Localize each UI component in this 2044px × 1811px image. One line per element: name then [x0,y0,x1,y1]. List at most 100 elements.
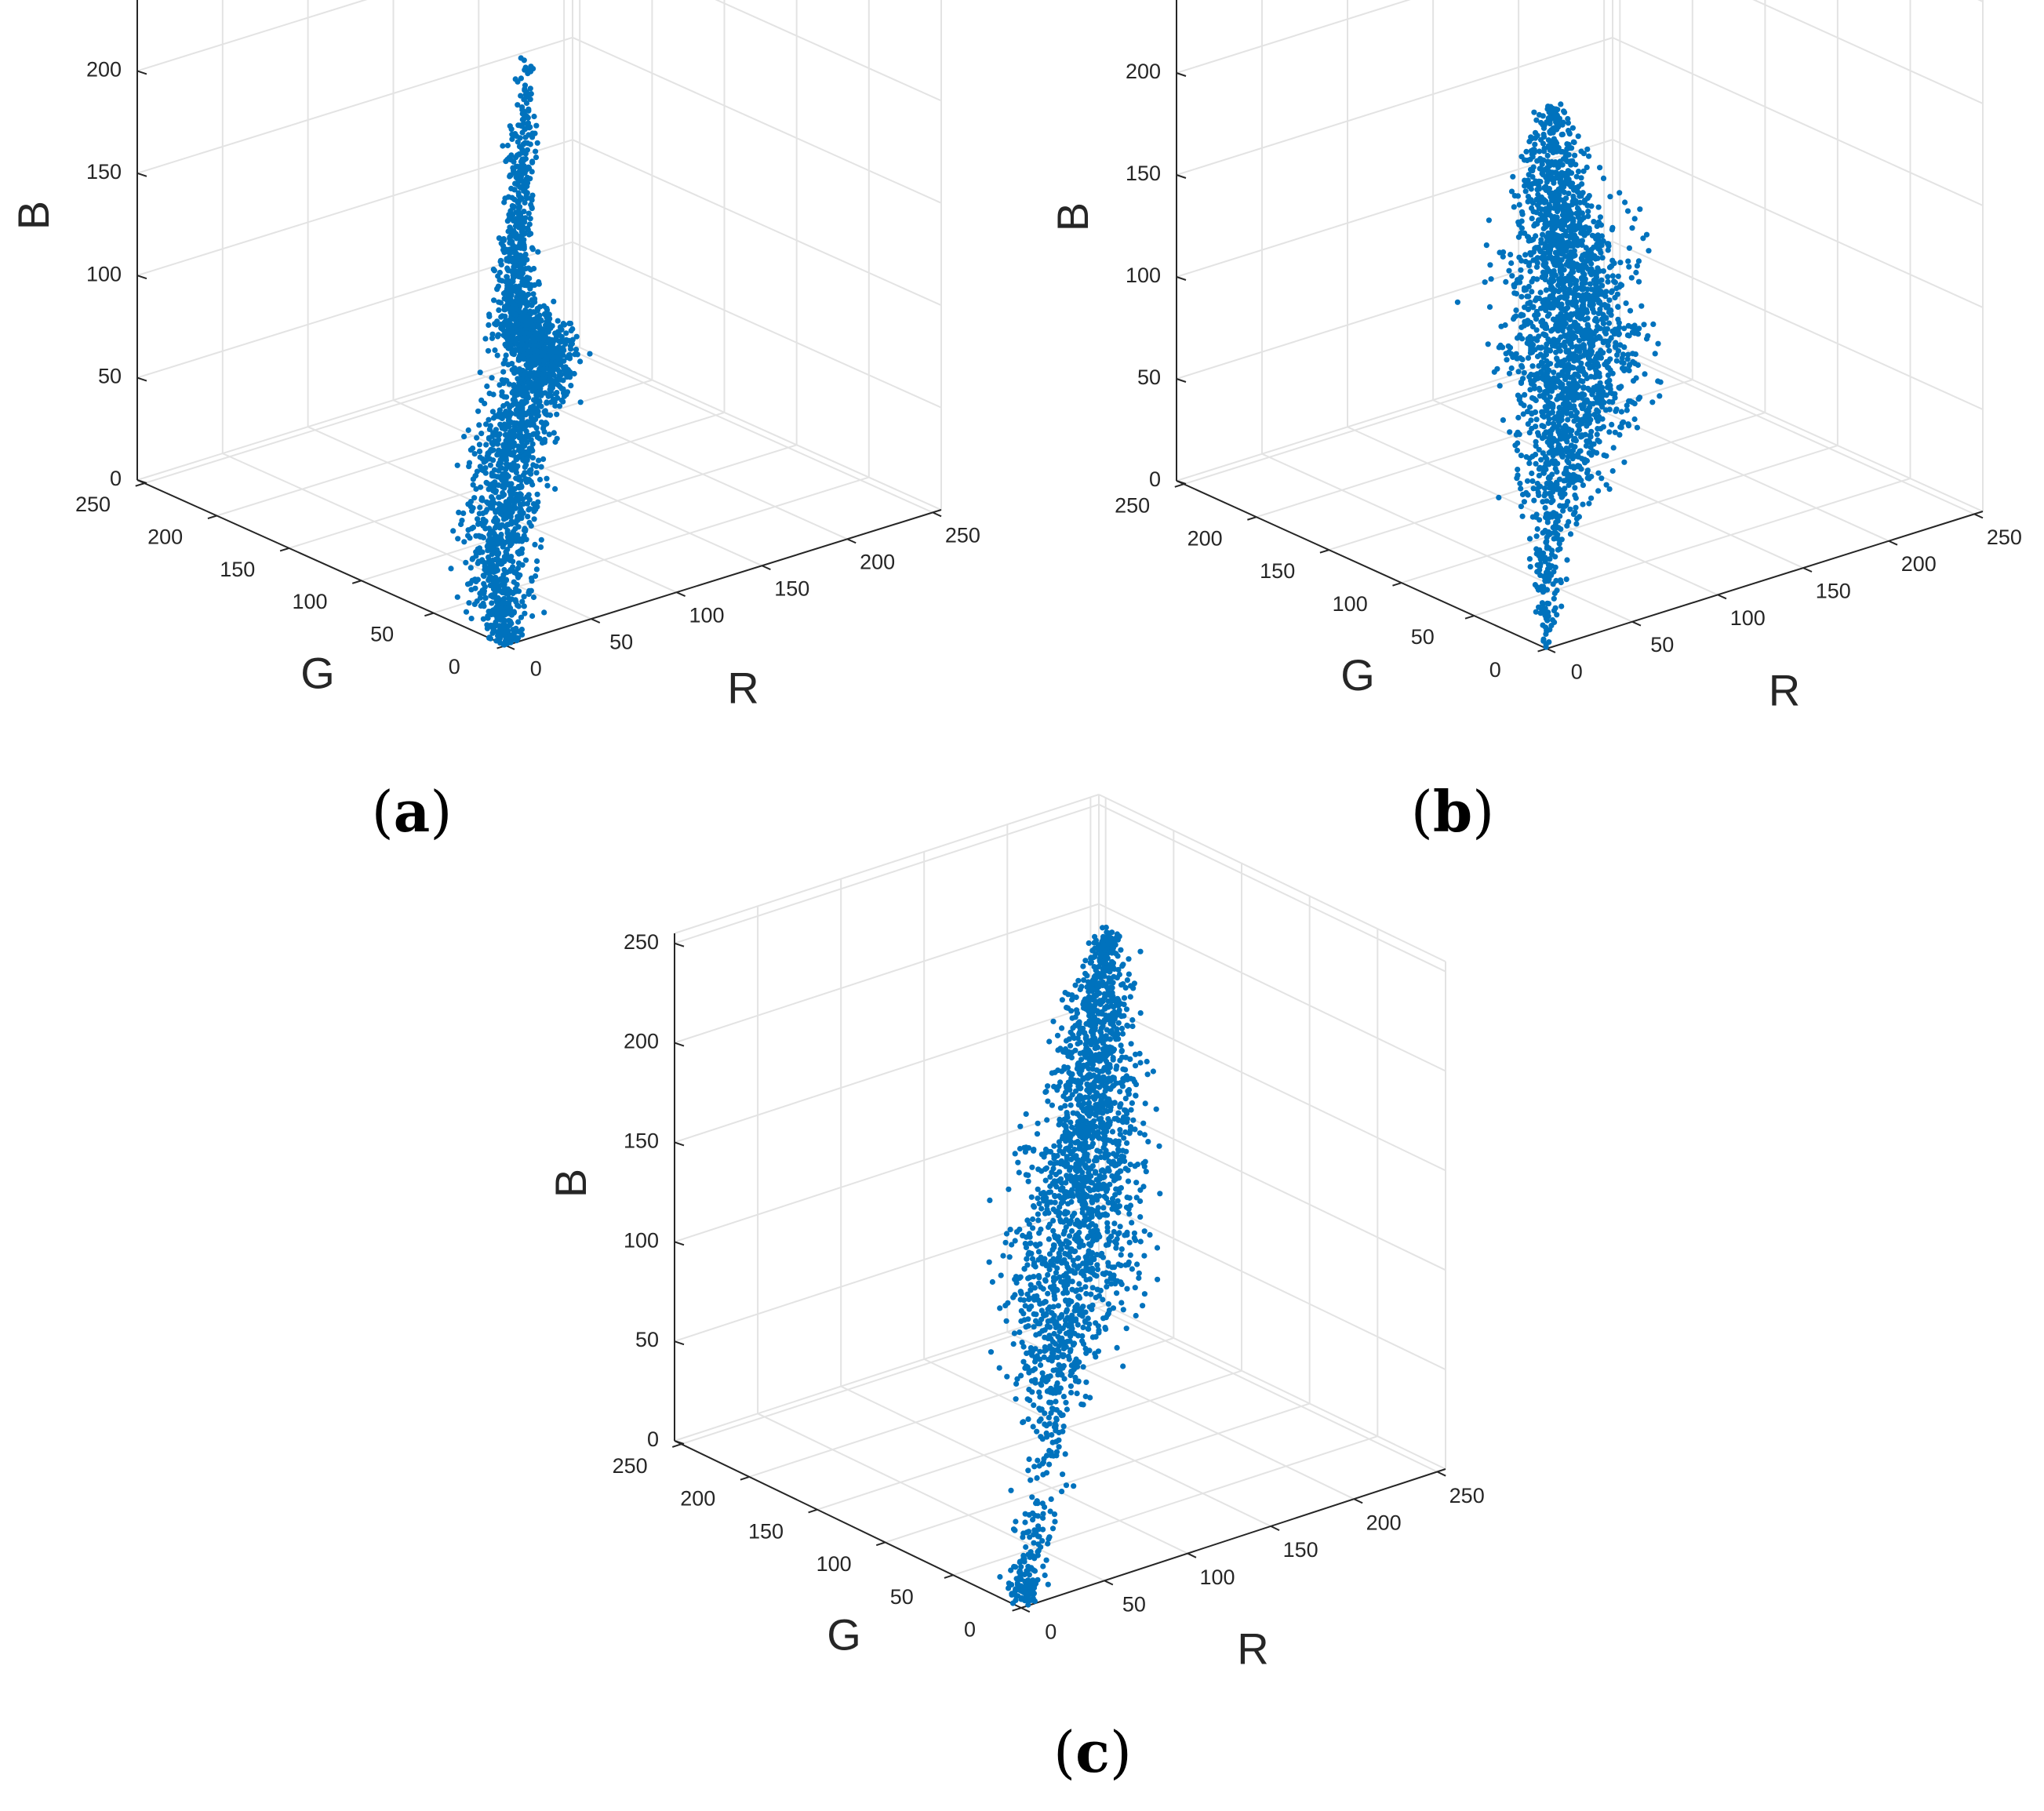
r-tick-mark [1546,648,1556,653]
scatter-point [486,635,493,641]
scatter-point [515,602,521,609]
scatter-point [518,195,525,201]
g-tick-label: 0 [449,655,460,678]
scatter-point [529,158,536,165]
r-tick-label: 150 [1816,580,1851,603]
scatter-point [1534,276,1540,282]
scatter-point [496,432,502,439]
scatter-point [1566,273,1572,279]
scatter-point [1559,447,1566,453]
scatter-point [512,262,518,268]
scatter-point [501,249,507,256]
scatter-point [1558,301,1565,307]
scatter-point [482,509,489,515]
gridline-backwall-b [674,1102,1100,1243]
r-axis-title: R [727,663,758,712]
scatter-point [484,625,491,631]
scatter-point [1597,380,1603,386]
scatter-point [1567,506,1573,512]
scatter-point [1521,322,1527,329]
scatter-point [1526,455,1533,462]
scatter-point [1552,424,1558,430]
r-tick-label: 100 [689,604,724,627]
scatter-point [520,299,526,305]
scatter-point [1570,511,1577,518]
scatter-point [1563,207,1569,214]
scatter-point [1018,1564,1024,1570]
scatter-point [500,236,507,242]
scatter-point [489,375,495,381]
b-axis-title: B [546,1169,595,1198]
b-tick-mark [674,942,685,947]
scatter-point [1042,1504,1048,1511]
g-tick-mark [351,580,362,584]
scatter-point [541,358,547,365]
scatter-point [1027,1549,1034,1555]
scatter-point [511,579,517,585]
scatter-point [1041,1456,1047,1462]
scatter-point [1554,587,1560,594]
scatter-point [1558,256,1565,263]
scatter-point [1593,274,1599,280]
g-tick-label: 50 [370,623,394,646]
scatter-point [1530,257,1537,264]
scatter-point [500,610,507,616]
scatter-point [1521,369,1527,376]
scatter-point [557,360,563,366]
scatter-point [488,500,494,506]
gridline-backwall-b [136,0,368,72]
scatter-point [561,347,567,354]
scatter-point [1566,482,1572,489]
scatter-point [558,327,564,333]
scatter-point [568,383,574,389]
scatter-point [1532,129,1539,136]
scatter-point [556,403,563,409]
scatter-point [574,351,580,358]
scatter-point [1595,437,1601,443]
scatter-point [1540,331,1547,337]
scatter-point [1523,148,1529,155]
scatter-point [1083,1350,1089,1356]
r-tick-label: 150 [1283,1538,1318,1562]
scatter-point [1545,578,1551,584]
scatter-point [1579,210,1585,216]
b-tick-label: 100 [1126,264,1161,287]
g-tick-label: 200 [1187,526,1223,550]
scatter-point [1597,306,1603,312]
scatter-point [1543,369,1550,376]
scatter-point [518,93,524,99]
scatter-point [515,139,521,145]
scatter-point [520,442,526,449]
scatter-point [1635,278,1642,285]
scatter-point [1547,347,1554,354]
scatter-point [513,586,519,592]
scatter-point [1533,233,1539,239]
scatter-point [1549,547,1555,554]
scatter-point [1573,162,1579,168]
scatter-point [1508,188,1515,195]
scatter-point [503,514,509,520]
scatter-point [1529,173,1536,180]
scatter-point [1605,278,1611,285]
r-tick-label: 0 [1571,660,1583,683]
scatter-point [1483,242,1489,249]
scatter-point [486,435,493,441]
gridline-floor-r [563,346,933,514]
scatter-point [512,337,518,344]
scatter-point [533,431,540,437]
scatter-point [1573,515,1580,522]
scatter-point [1603,304,1609,311]
scatter-point [1588,373,1595,380]
scatter-point [1566,224,1572,231]
scatter-point [1555,532,1561,538]
scatter-point [1608,289,1615,296]
scatter-point [1572,371,1578,377]
scatter-point [1049,1431,1055,1438]
scatter-point [1089,1334,1096,1340]
scatter-point [1629,399,1635,405]
gridline-sidewall-b [1612,37,1984,206]
scatter-point [484,383,490,390]
g-tick-mark [1247,516,1257,521]
scatter-point [1605,274,1611,280]
scatter-point [1543,631,1549,638]
